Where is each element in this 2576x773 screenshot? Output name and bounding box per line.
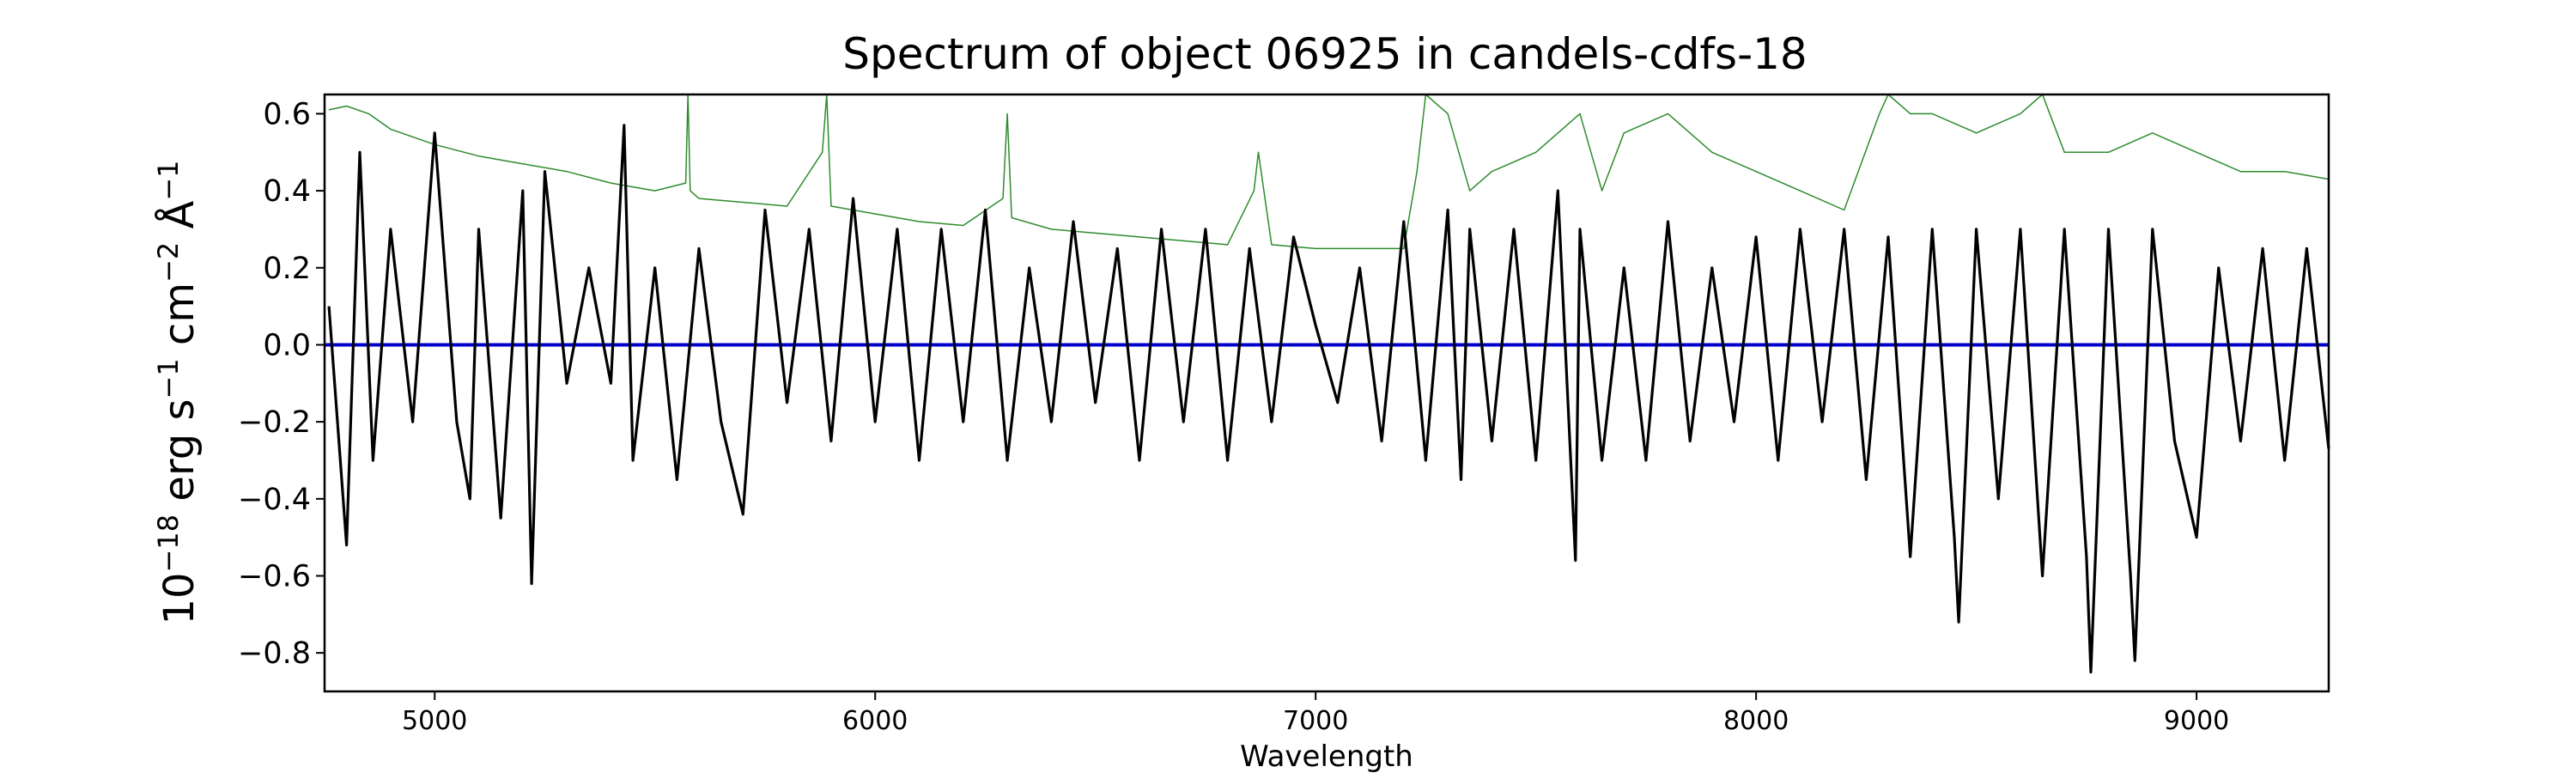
x-tick-label: 5000: [402, 706, 467, 736]
plot-area: [323, 93, 2330, 693]
x-axis: 5000 6000 7000 8000 9000: [402, 691, 2229, 736]
x-tick-label: 9000: [2164, 706, 2229, 736]
series-layer: [325, 94, 2330, 674]
x-tick-label: 8000: [1723, 706, 1789, 736]
y-axis: −0.8 −0.6 −0.4 −0.2 0.0 0.2 0.4 0.6: [238, 97, 325, 671]
series-line-noise: [328, 94, 2330, 250]
y-tick-label: −0.8: [238, 636, 311, 671]
y-tick-label: 0.6: [263, 97, 311, 131]
y-tick-label: 0.4: [263, 174, 311, 209]
series-line-flux: [327, 124, 2330, 674]
y-tick-label: −0.2: [238, 405, 311, 440]
chart-title: Spectrum of object 06925 in candels-cdfs…: [842, 29, 1807, 79]
y-tick-label: 0.2: [263, 252, 311, 286]
x-tick-label: 7000: [1283, 706, 1348, 736]
y-tick-label: 0.0: [263, 328, 311, 362]
x-axis-label: Wavelength: [1240, 740, 1413, 773]
y-tick-label: −0.6: [238, 559, 311, 593]
y-tick-label: −0.4: [238, 483, 311, 517]
y-axis-label: 10−18 erg s−1 cm−2 Å−1: [152, 160, 204, 624]
plot-frame: [323, 93, 2330, 693]
x-tick-label: 6000: [842, 706, 908, 736]
